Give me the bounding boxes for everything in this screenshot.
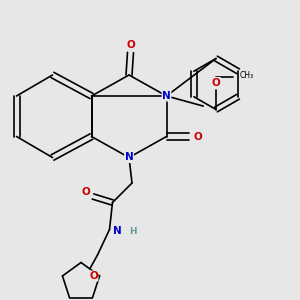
Text: O: O <box>212 77 220 88</box>
Text: O: O <box>193 131 202 142</box>
Text: O: O <box>126 40 135 50</box>
Text: O: O <box>89 271 98 281</box>
Text: N: N <box>112 226 122 236</box>
Text: N: N <box>124 152 134 163</box>
Text: H: H <box>129 226 136 236</box>
Text: N: N <box>162 91 171 101</box>
Text: CH₃: CH₃ <box>240 70 254 80</box>
Text: O: O <box>81 187 90 197</box>
